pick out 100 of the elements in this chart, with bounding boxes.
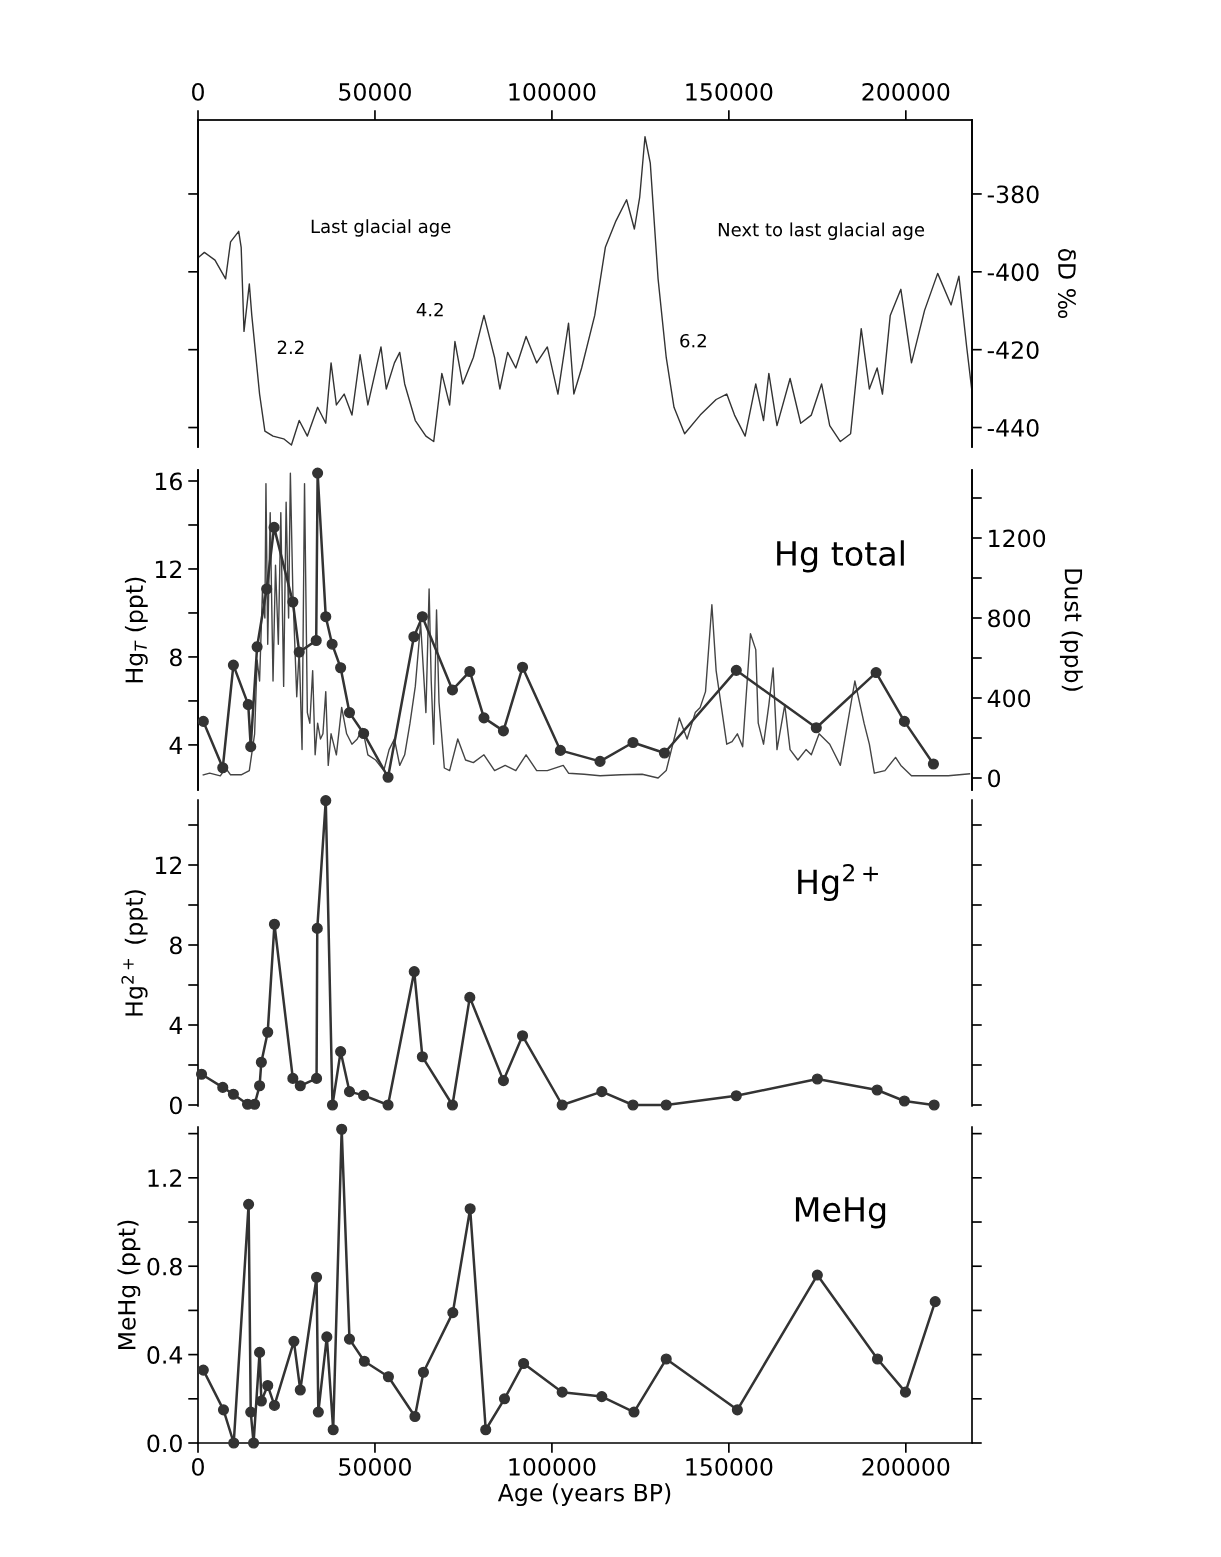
y-axis-title: MeHg (ppt) bbox=[117, 1220, 141, 1350]
point bbox=[928, 1099, 940, 1111]
point bbox=[871, 1084, 883, 1096]
annotation: 6.2 bbox=[680, 333, 706, 348]
point bbox=[251, 641, 263, 653]
point bbox=[382, 1371, 394, 1383]
point bbox=[217, 1081, 229, 1093]
point bbox=[245, 1406, 257, 1418]
y2-tick-label: -420 bbox=[987, 341, 1039, 359]
point bbox=[335, 1046, 347, 1058]
point bbox=[498, 1393, 511, 1405]
point bbox=[268, 521, 280, 533]
point bbox=[228, 1437, 240, 1449]
point bbox=[197, 715, 209, 727]
point bbox=[899, 1386, 912, 1398]
point bbox=[245, 741, 257, 753]
point bbox=[358, 1089, 370, 1101]
point bbox=[898, 1095, 910, 1107]
y-tick-label: 4 bbox=[169, 736, 183, 754]
y-tick-label: 1.2 bbox=[148, 1169, 182, 1187]
y2-tick-label: -400 bbox=[987, 263, 1039, 282]
point bbox=[254, 1080, 266, 1092]
x2-tick-label: 100000 bbox=[509, 82, 596, 101]
point bbox=[261, 583, 273, 595]
point bbox=[311, 1072, 323, 1084]
point bbox=[243, 1198, 255, 1210]
y-axis-title: Hg$^{2+}$ (ppt) bbox=[121, 890, 148, 1016]
point bbox=[478, 712, 490, 724]
point bbox=[382, 771, 394, 783]
y2-axis-title: δD ‰ bbox=[1058, 248, 1076, 319]
text: Hg$^{2+}$ bbox=[798, 863, 878, 901]
point bbox=[417, 1366, 429, 1378]
point bbox=[310, 634, 322, 647]
point bbox=[898, 715, 910, 727]
x-tick-label: 0 bbox=[192, 1458, 204, 1476]
point bbox=[927, 758, 939, 770]
point bbox=[287, 596, 299, 608]
point bbox=[594, 755, 606, 767]
point bbox=[871, 1353, 884, 1365]
text: Hg total bbox=[777, 540, 904, 573]
point bbox=[311, 1271, 323, 1283]
point bbox=[248, 1437, 260, 1449]
point bbox=[627, 1099, 639, 1111]
point bbox=[326, 1099, 339, 1111]
point bbox=[516, 1030, 529, 1042]
point bbox=[227, 659, 239, 671]
point bbox=[447, 1307, 459, 1319]
point bbox=[262, 1026, 274, 1038]
point bbox=[660, 1353, 672, 1365]
y-tick-label: 4 bbox=[169, 1016, 183, 1034]
y2-tick-label: 800 bbox=[988, 609, 1031, 628]
y2-tick-label: 400 bbox=[987, 689, 1031, 708]
y-tick-label: 0 bbox=[169, 1096, 182, 1115]
y2-tick-label: 0 bbox=[988, 769, 1001, 788]
point bbox=[312, 467, 324, 479]
y-tick-label: 12 bbox=[155, 560, 182, 578]
point bbox=[811, 1269, 823, 1281]
point bbox=[343, 1333, 356, 1345]
x-tick-label: 100000 bbox=[509, 1458, 596, 1476]
point bbox=[731, 1404, 743, 1416]
x2-tick-label: 150000 bbox=[686, 82, 773, 101]
point bbox=[217, 762, 229, 774]
point bbox=[556, 1099, 568, 1111]
annotation: Last glacial age bbox=[311, 219, 451, 237]
point bbox=[287, 1072, 299, 1084]
point bbox=[268, 918, 281, 930]
y-tick-label: 8 bbox=[170, 936, 182, 955]
point bbox=[336, 1123, 348, 1135]
point bbox=[596, 1086, 608, 1098]
point bbox=[294, 1080, 306, 1092]
point bbox=[358, 727, 370, 740]
point bbox=[293, 646, 305, 658]
y-tick-label: 16 bbox=[155, 472, 182, 491]
y-tick-label: 8 bbox=[170, 648, 182, 667]
y2-tick-label: -380 bbox=[987, 185, 1039, 204]
point bbox=[227, 1088, 239, 1100]
point bbox=[288, 1335, 300, 1347]
point bbox=[195, 1068, 208, 1080]
point bbox=[335, 662, 347, 674]
point bbox=[497, 725, 509, 737]
point bbox=[268, 1399, 281, 1411]
x2-tick-label: 0 bbox=[192, 82, 204, 101]
point bbox=[870, 667, 882, 679]
point bbox=[382, 1099, 394, 1111]
point bbox=[408, 966, 420, 978]
annotation: Next to last glacial age bbox=[718, 222, 925, 240]
point bbox=[312, 1406, 324, 1418]
point bbox=[464, 991, 476, 1003]
point bbox=[320, 611, 332, 623]
x-tick-label: 50000 bbox=[339, 1458, 411, 1476]
point bbox=[217, 1404, 230, 1416]
point bbox=[358, 1355, 370, 1367]
point bbox=[660, 1099, 672, 1111]
y2-tick-label: -440 bbox=[987, 418, 1039, 437]
x2-tick-label: 200000 bbox=[862, 82, 950, 101]
point bbox=[556, 1386, 568, 1398]
y-tick-label: 0.8 bbox=[147, 1257, 182, 1276]
x-tick-label: 200000 bbox=[862, 1458, 950, 1476]
point bbox=[464, 1203, 476, 1215]
y-tick-label: 0.4 bbox=[147, 1346, 183, 1364]
